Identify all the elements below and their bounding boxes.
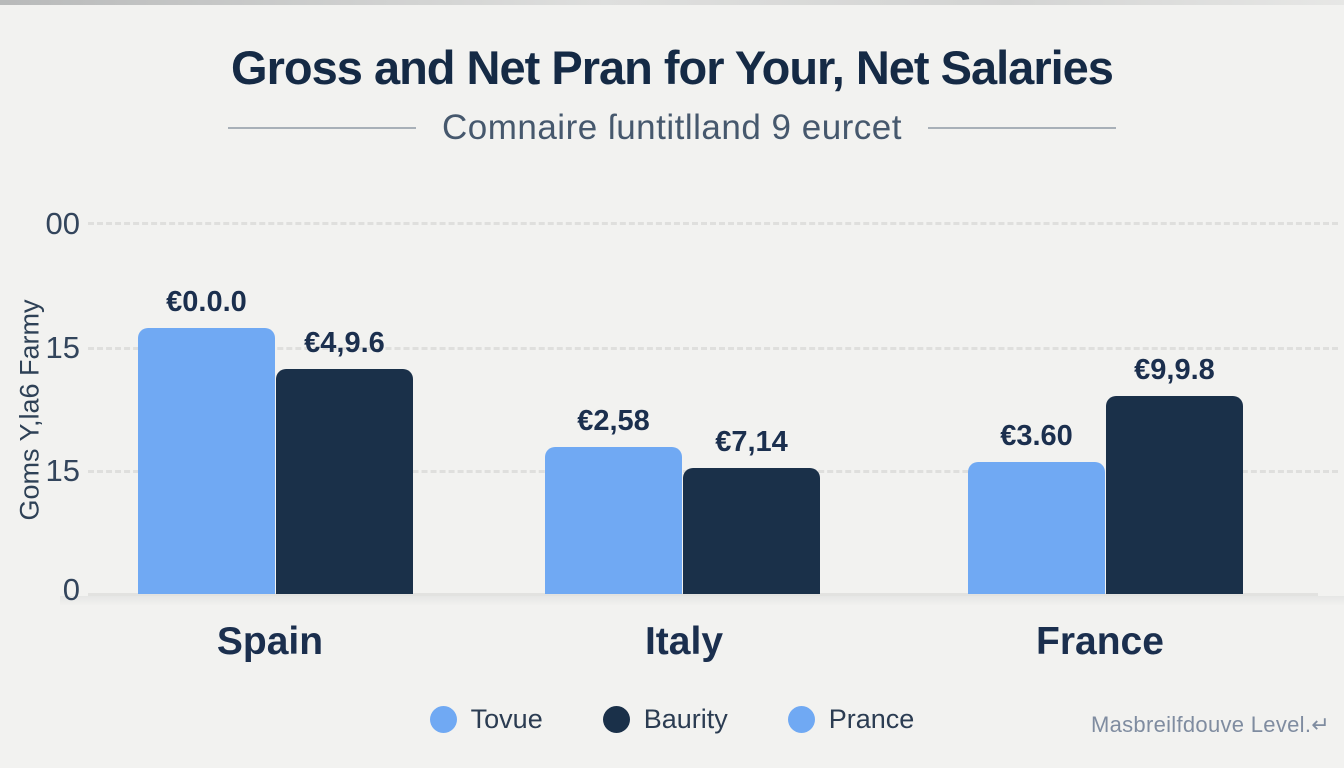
legend-swatch-icon xyxy=(429,706,457,733)
x-axis-shadow xyxy=(60,596,1344,606)
bar-value-label-baurity-spain: €4,9.6 xyxy=(304,327,385,359)
bar-tovue-spain xyxy=(138,328,275,594)
bar-tovue-italy xyxy=(545,447,682,594)
gridline-1 xyxy=(88,347,1338,350)
legend-item-baurity: Baurity xyxy=(602,704,728,735)
y-tick-label-3: 0 xyxy=(62,572,80,607)
category-label-spain: Spain xyxy=(216,620,324,663)
y-tick-label-2: 15 xyxy=(45,453,80,488)
chart-subtitle-row: Comnaire ſuntitlland 9 eurcet xyxy=(0,108,1344,148)
top-edge-shading xyxy=(0,0,1344,5)
bar-value-label-tovue-france: €3.60 xyxy=(1000,420,1073,452)
bar-baurity-spain xyxy=(276,369,413,594)
legend-label: Baurity xyxy=(643,704,728,734)
bar-value-label-baurity-france: €9,9.8 xyxy=(1134,354,1215,386)
y-tick-label-0: 00 xyxy=(45,206,80,241)
legend-swatch-icon xyxy=(602,706,630,733)
bar-baurity-france xyxy=(1106,396,1243,594)
legend-item-prance: Prance xyxy=(787,704,915,735)
legend-item-tovue: Tovue xyxy=(429,704,543,735)
bar-value-label-tovue-spain: €0.0.0 xyxy=(166,286,247,318)
legend-swatch-icon xyxy=(787,706,815,733)
legend-label: Tovue xyxy=(470,704,543,734)
legend: Tovue Baurity Prance xyxy=(0,704,1344,735)
footer-attribution: Masbreilfdouve Level.↵ xyxy=(1090,712,1330,737)
category-label-france: France xyxy=(1036,620,1164,663)
chart-subtitle: Comnaire ſuntitlland 9 eurcet xyxy=(441,108,902,147)
bar-value-label-baurity-italy: €7,14 xyxy=(715,426,788,458)
gridline-0 xyxy=(88,222,1338,225)
chart-title: Gross and Net Pran for Your, Net Salarie… xyxy=(231,41,1114,94)
bar-value-label-tovue-italy: €2,58 xyxy=(577,405,650,437)
subtitle-left-rule xyxy=(227,127,416,129)
bar-baurity-italy xyxy=(683,468,820,594)
y-tick-label-1: 15 xyxy=(45,330,80,365)
subtitle-right-rule xyxy=(928,127,1116,129)
x-axis-line xyxy=(88,593,1318,596)
bar-tovue-france xyxy=(968,462,1105,594)
legend-label: Prance xyxy=(828,704,915,734)
category-label-italy: Italy xyxy=(644,620,724,663)
